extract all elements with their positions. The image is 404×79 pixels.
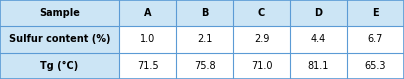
Text: D: D (315, 8, 322, 18)
Bar (0, 53, 119, 79)
Bar (0, 26, 119, 53)
Text: 2.9: 2.9 (254, 35, 269, 44)
Bar (119, 0, 176, 26)
Text: E: E (372, 8, 379, 18)
Bar (119, 53, 176, 79)
Bar (233, 53, 290, 79)
Bar (233, 26, 290, 53)
Text: A: A (144, 8, 152, 18)
Text: Sample: Sample (39, 8, 80, 18)
Bar (347, 0, 404, 26)
Bar (176, 26, 233, 53)
Text: Sulfur content (%): Sulfur content (%) (9, 35, 110, 44)
Bar (176, 0, 233, 26)
Text: 65.3: 65.3 (365, 61, 386, 71)
Text: 6.7: 6.7 (368, 35, 383, 44)
Bar (290, 0, 347, 26)
Text: C: C (258, 8, 265, 18)
Bar (233, 0, 290, 26)
Text: 71.5: 71.5 (137, 61, 158, 71)
Text: 1.0: 1.0 (140, 35, 155, 44)
Bar (119, 26, 176, 53)
Text: 71.0: 71.0 (251, 61, 272, 71)
Text: 81.1: 81.1 (308, 61, 329, 71)
Bar (290, 53, 347, 79)
Text: 2.1: 2.1 (197, 35, 213, 44)
Bar (0, 0, 119, 26)
Text: 4.4: 4.4 (311, 35, 326, 44)
Bar (290, 26, 347, 53)
Bar (347, 53, 404, 79)
Text: 75.8: 75.8 (194, 61, 215, 71)
Bar (176, 53, 233, 79)
Text: Tg (°C): Tg (°C) (40, 61, 79, 71)
Text: B: B (201, 8, 208, 18)
Bar (347, 26, 404, 53)
